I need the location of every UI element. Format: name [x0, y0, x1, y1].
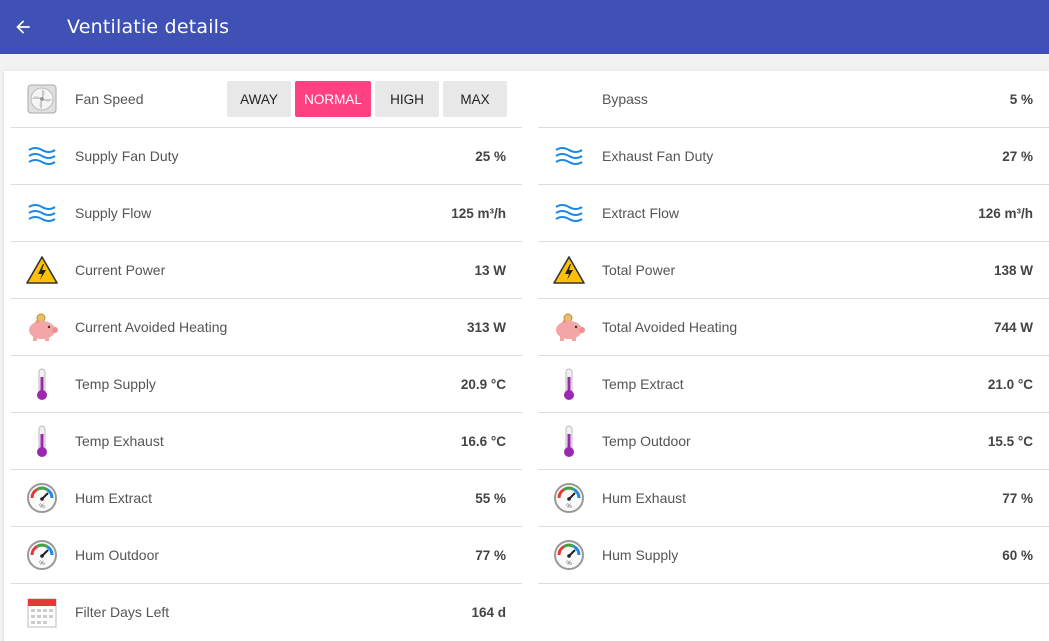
high-voltage-icon [24, 252, 60, 288]
current-power-label: Current Power [75, 262, 166, 278]
bypass-value: 5 % [1009, 91, 1033, 107]
row-supply-flow: Supply Flow 125 m³/h [11, 185, 522, 242]
row-total-power: Total Power 138 W [538, 242, 1049, 299]
current-power-value: 13 W [474, 262, 506, 278]
left-column: Fan Speed AWAY NORMAL HIGH MAX Supply Fa… [11, 71, 522, 640]
current-avoided-heating-label: Current Avoided Heating [75, 319, 228, 335]
bypass-label: Bypass [602, 91, 648, 107]
row-hum-extract: % Hum Extract 55 % [11, 470, 522, 527]
thermometer-icon [24, 366, 60, 402]
row-hum-supply: % Hum Supply 60 % [538, 527, 1049, 584]
hum-extract-value: 55 % [475, 490, 506, 506]
total-power-value: 138 W [993, 262, 1033, 278]
fan-mode-max-button[interactable]: MAX [443, 81, 507, 117]
fan-speed-label: Fan Speed [75, 91, 144, 107]
waves-icon [24, 138, 60, 174]
row-temp-supply: Temp Supply 20.9 °C [11, 356, 522, 413]
supply-flow-value: 125 m³/h [451, 205, 506, 221]
row-supply-fan-duty: Supply Fan Duty 25 % [11, 128, 522, 185]
hum-exhaust-label: Hum Exhaust [602, 490, 687, 506]
temp-extract-value: 21.0 °C [987, 376, 1033, 392]
waves-icon [24, 195, 60, 231]
hygrometer-icon: % [551, 480, 587, 516]
page-title: Ventilatie details [67, 16, 230, 38]
fan-icon [24, 81, 60, 117]
total-avoided-heating-label: Total Avoided Heating [602, 319, 738, 335]
temp-outdoor-value: 15.5 °C [987, 433, 1033, 449]
row-hum-outdoor: % Hum Outdoor 77 % [11, 527, 522, 584]
exhaust-fan-duty-label: Exhaust Fan Duty [602, 148, 714, 164]
current-avoided-heating-value: 313 W [466, 319, 506, 335]
svg-text:%: % [566, 561, 572, 567]
fan-mode-high-button[interactable]: HIGH [375, 81, 439, 117]
calendar-icon [24, 594, 60, 630]
row-fan-speed: Fan Speed AWAY NORMAL HIGH MAX [11, 71, 522, 128]
back-button[interactable] [1, 5, 45, 49]
waves-icon [551, 138, 587, 174]
row-current-power: Current Power 13 W [11, 242, 522, 299]
hum-supply-value: 60 % [1002, 547, 1033, 563]
hum-outdoor-label: Hum Outdoor [75, 547, 160, 563]
thermometer-icon [24, 423, 60, 459]
details-card: Fan Speed AWAY NORMAL HIGH MAX Supply Fa… [4, 71, 1049, 641]
row-hum-exhaust: % Hum Exhaust 77 % [538, 470, 1049, 527]
hum-supply-label: Hum Supply [602, 547, 679, 563]
temp-outdoor-label: Temp Outdoor [602, 433, 691, 449]
row-extract-flow: Extract Flow 126 m³/h [538, 185, 1049, 242]
svg-text:%: % [566, 504, 572, 510]
hum-outdoor-value: 77 % [475, 547, 506, 563]
hygrometer-icon: % [24, 537, 60, 573]
piggy-bank-icon [551, 309, 587, 345]
fan-speed-selector: AWAY NORMAL HIGH MAX [223, 81, 507, 117]
extract-flow-value: 126 m³/h [978, 205, 1033, 221]
blank-icon [551, 81, 587, 117]
row-bypass: Bypass 5 % [538, 71, 1049, 128]
thermometer-icon [551, 366, 587, 402]
fan-mode-normal-button[interactable]: NORMAL [295, 81, 371, 117]
row-total-avoided-heating: Total Avoided Heating 744 W [538, 299, 1049, 356]
svg-text:%: % [39, 504, 45, 510]
hum-exhaust-value: 77 % [1002, 490, 1033, 506]
high-voltage-icon [551, 252, 587, 288]
row-temp-exhaust: Temp Exhaust 16.6 °C [11, 413, 522, 470]
total-power-label: Total Power [602, 262, 676, 278]
row-filter-days-left: Filter Days Left 164 d [11, 584, 522, 640]
supply-fan-duty-label: Supply Fan Duty [75, 148, 179, 164]
extract-flow-label: Extract Flow [602, 205, 680, 221]
hygrometer-icon: % [24, 480, 60, 516]
right-column: Bypass 5 % Exhaust Fan Duty 27 % Extract Flo… [538, 71, 1049, 584]
waves-icon [551, 195, 587, 231]
temp-supply-value: 20.9 °C [460, 376, 506, 392]
filter-days-left-label: Filter Days Left [75, 604, 170, 620]
hum-extract-label: Hum Extract [75, 490, 153, 506]
thermometer-icon [551, 423, 587, 459]
temp-extract-label: Temp Extract [602, 376, 684, 392]
row-current-avoided-heating: Current Avoided Heating 313 W [11, 299, 522, 356]
svg-text:%: % [39, 561, 45, 567]
temp-supply-label: Temp Supply [75, 376, 156, 392]
row-exhaust-fan-duty: Exhaust Fan Duty 27 % [538, 128, 1049, 185]
temp-exhaust-value: 16.6 °C [460, 433, 506, 449]
exhaust-fan-duty-value: 27 % [1002, 148, 1033, 164]
total-avoided-heating-value: 744 W [993, 319, 1033, 335]
supply-flow-label: Supply Flow [75, 205, 152, 221]
temp-exhaust-label: Temp Exhaust [75, 433, 164, 449]
row-temp-extract: Temp Extract 21.0 °C [538, 356, 1049, 413]
arrow-left-icon [16, 20, 30, 34]
supply-fan-duty-value: 25 % [475, 148, 506, 164]
row-temp-outdoor: Temp Outdoor 15.5 °C [538, 413, 1049, 470]
hygrometer-icon: % [551, 537, 587, 573]
piggy-bank-icon [24, 309, 60, 345]
filter-days-left-value: 164 d [471, 604, 506, 620]
app-header: Ventilatie details [0, 0, 1049, 54]
fan-mode-away-button[interactable]: AWAY [227, 81, 291, 117]
